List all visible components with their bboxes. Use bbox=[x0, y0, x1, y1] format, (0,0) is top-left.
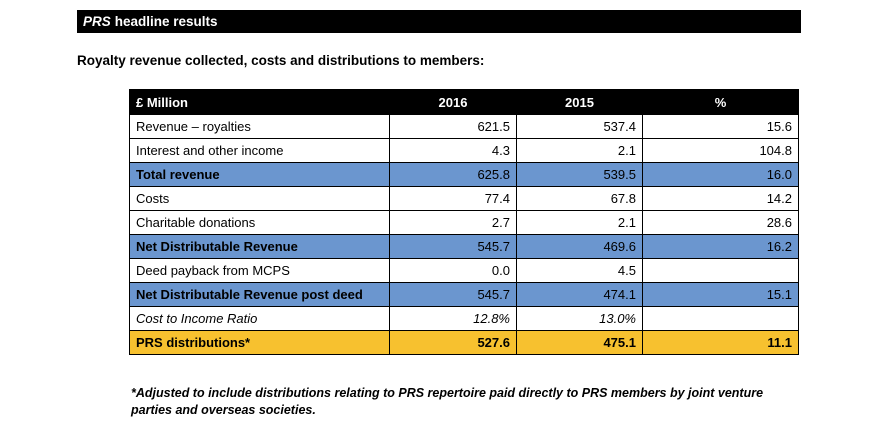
table-row: Charitable donations 2.7 2.1 28.6 bbox=[129, 210, 799, 235]
results-table: £ Million 2016 2015 % Revenue – royaltie… bbox=[129, 89, 799, 355]
value-2016: 0.0 bbox=[389, 258, 517, 283]
row-label: Costs bbox=[129, 186, 390, 211]
value-percent: 16.0 bbox=[642, 162, 799, 187]
table-subtitle: Royalty revenue collected, costs and dis… bbox=[77, 53, 485, 68]
value-percent: 104.8 bbox=[642, 138, 799, 163]
brand-label: PRS bbox=[83, 14, 111, 29]
row-label: Net Distributable Revenue post deed bbox=[129, 282, 390, 307]
value-2015: 13.0% bbox=[516, 306, 643, 331]
value-2016: 4.3 bbox=[389, 138, 517, 163]
section-title: headline results bbox=[114, 14, 218, 29]
table-row-subtotal: Net Distributable Revenue 545.7 469.6 16… bbox=[129, 234, 799, 259]
value-2015: 475.1 bbox=[516, 330, 643, 355]
table-row-subtotal: Net Distributable Revenue post deed 545.… bbox=[129, 282, 799, 307]
value-2015: 469.6 bbox=[516, 234, 643, 259]
table-row: Revenue – royalties 621.5 537.4 15.6 bbox=[129, 114, 799, 139]
column-header-2015: 2015 bbox=[516, 89, 643, 115]
column-header-percent: % bbox=[642, 89, 799, 115]
section-title-bar: PRS headline results bbox=[77, 10, 801, 33]
value-percent bbox=[642, 258, 799, 283]
table-row-total: Total revenue 625.8 539.5 16.0 bbox=[129, 162, 799, 187]
value-2016: 77.4 bbox=[389, 186, 517, 211]
value-percent: 11.1 bbox=[642, 330, 799, 355]
value-2015: 539.5 bbox=[516, 162, 643, 187]
table-header-row: £ Million 2016 2015 % bbox=[129, 89, 799, 115]
value-2016: 625.8 bbox=[389, 162, 517, 187]
value-percent: 15.1 bbox=[642, 282, 799, 307]
value-percent bbox=[642, 306, 799, 331]
table-row: Costs 77.4 67.8 14.2 bbox=[129, 186, 799, 211]
row-label: Interest and other income bbox=[129, 138, 390, 163]
row-label: Charitable donations bbox=[129, 210, 390, 235]
footnote: *Adjusted to include distributions relat… bbox=[131, 386, 764, 417]
row-label: Deed payback from MCPS bbox=[129, 258, 390, 283]
value-2015: 67.8 bbox=[516, 186, 643, 211]
table-row: Interest and other income 4.3 2.1 104.8 bbox=[129, 138, 799, 163]
value-2016: 527.6 bbox=[389, 330, 517, 355]
value-percent: 15.6 bbox=[642, 114, 799, 139]
value-percent: 28.6 bbox=[642, 210, 799, 235]
value-percent: 14.2 bbox=[642, 186, 799, 211]
row-label: Cost to Income Ratio bbox=[129, 306, 390, 331]
row-label: Total revenue bbox=[129, 162, 390, 187]
value-2015: 2.1 bbox=[516, 210, 643, 235]
column-header-label: £ Million bbox=[129, 89, 390, 115]
value-2016: 12.8% bbox=[389, 306, 517, 331]
value-2016: 545.7 bbox=[389, 282, 517, 307]
value-2015: 2.1 bbox=[516, 138, 643, 163]
row-label: Revenue – royalties bbox=[129, 114, 390, 139]
row-label: Net Distributable Revenue bbox=[129, 234, 390, 259]
value-2015: 537.4 bbox=[516, 114, 643, 139]
value-percent: 16.2 bbox=[642, 234, 799, 259]
value-2016: 2.7 bbox=[389, 210, 517, 235]
table-row-distributions: PRS distributions* 527.6 475.1 11.1 bbox=[129, 330, 799, 355]
table-row-ratio: Cost to Income Ratio 12.8% 13.0% bbox=[129, 306, 799, 331]
table-row: Deed payback from MCPS 0.0 4.5 bbox=[129, 258, 799, 283]
value-2016: 545.7 bbox=[389, 234, 517, 259]
value-2015: 474.1 bbox=[516, 282, 643, 307]
value-2016: 621.5 bbox=[389, 114, 517, 139]
column-header-2016: 2016 bbox=[389, 89, 517, 115]
row-label: PRS distributions* bbox=[129, 330, 390, 355]
value-2015: 4.5 bbox=[516, 258, 643, 283]
